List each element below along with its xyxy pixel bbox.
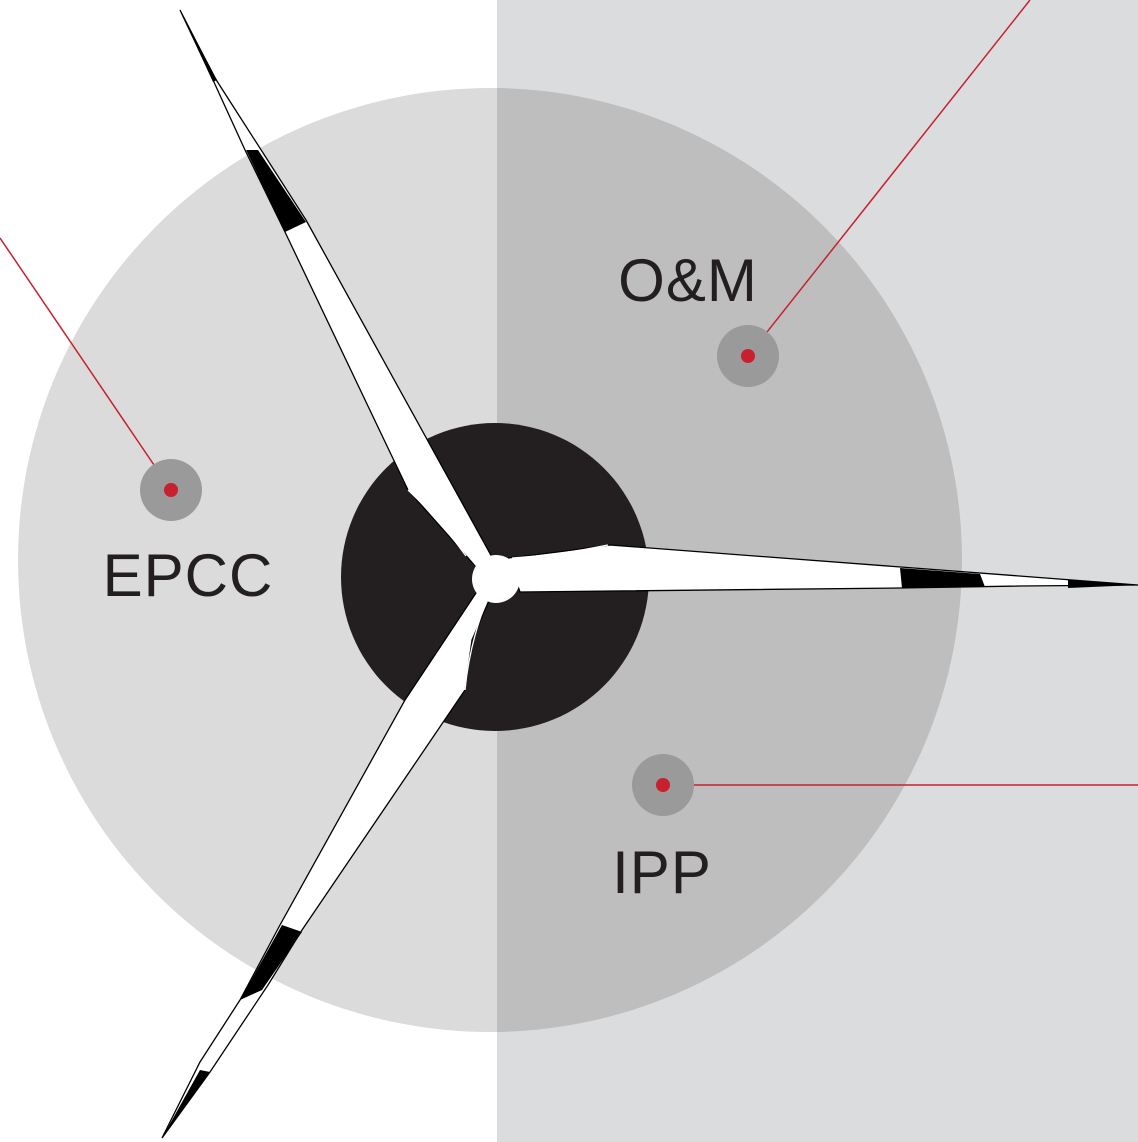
turbine-blade-upper (179, 9, 499, 575)
rotor-center (472, 555, 520, 603)
lower-blade-root-curve (464, 597, 489, 691)
upper-blade-tip (180, 10, 217, 82)
wind-turbine-icon (161, 9, 1138, 1139)
ipp-label: IPP (612, 839, 712, 906)
upper-blade-band (246, 150, 306, 232)
epcc-label: EPCC (103, 542, 274, 609)
right-blade-root-curve (511, 544, 609, 559)
om-leader-line (747, 0, 1031, 357)
right-blade-band (900, 568, 985, 588)
epcc-marker-dot (164, 483, 178, 497)
turbine-blade-right (507, 544, 1138, 593)
lower-blade-tip (162, 1070, 210, 1138)
ipp-marker (632, 754, 694, 816)
epcc-leader-line (0, 237, 172, 491)
turbine-blade-lower (161, 589, 491, 1139)
right-blade-tip (1068, 580, 1138, 588)
om-label: O&M (618, 247, 758, 314)
om-marker (717, 325, 779, 387)
upper-blade-root-curve (407, 489, 467, 557)
om-marker-dot (741, 349, 755, 363)
ipp-marker-dot (656, 778, 670, 792)
lower-blade-band (240, 925, 302, 1000)
epcc-marker (140, 459, 202, 521)
